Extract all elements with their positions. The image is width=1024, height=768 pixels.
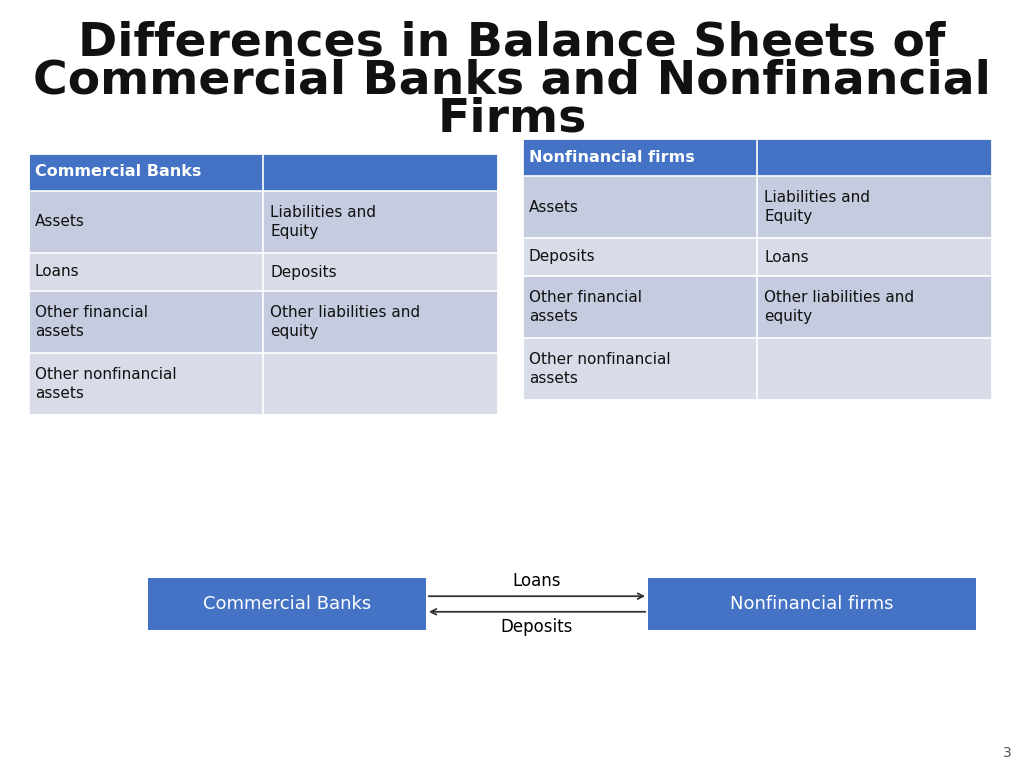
Bar xyxy=(28,191,263,253)
Text: Deposits: Deposits xyxy=(529,250,596,264)
Text: Loans: Loans xyxy=(764,250,809,264)
Text: Deposits: Deposits xyxy=(270,264,337,280)
Bar xyxy=(522,138,757,176)
Text: Other liabilities and
equity: Other liabilities and equity xyxy=(764,290,914,324)
Text: Assets: Assets xyxy=(35,214,85,230)
Bar xyxy=(522,176,757,238)
Text: Other financial
assets: Other financial assets xyxy=(35,305,148,339)
Bar xyxy=(522,238,757,276)
Bar xyxy=(263,191,498,253)
Bar xyxy=(522,138,992,400)
Text: Differences in Balance Sheets of: Differences in Balance Sheets of xyxy=(78,20,946,65)
Bar xyxy=(757,238,992,276)
Bar xyxy=(757,338,992,400)
Bar xyxy=(757,138,992,176)
Text: Other nonfinancial
assets: Other nonfinancial assets xyxy=(35,367,176,401)
Text: Other nonfinancial
assets: Other nonfinancial assets xyxy=(529,353,671,386)
Bar xyxy=(263,153,498,191)
Text: 3: 3 xyxy=(1004,746,1012,760)
Text: Commercial Banks: Commercial Banks xyxy=(35,164,202,180)
Text: Nonfinancial firms: Nonfinancial firms xyxy=(529,150,694,164)
Bar xyxy=(28,153,263,191)
Text: Nonfinancial firms: Nonfinancial firms xyxy=(730,595,894,613)
Text: Deposits: Deposits xyxy=(501,617,573,636)
Bar xyxy=(148,578,426,630)
Bar xyxy=(28,353,263,415)
Text: Loans: Loans xyxy=(35,264,80,280)
Text: Commercial Banks and Nonfinancial: Commercial Banks and Nonfinancial xyxy=(33,58,991,103)
Text: Other financial
assets: Other financial assets xyxy=(529,290,642,324)
Text: Assets: Assets xyxy=(529,200,579,214)
Bar xyxy=(757,176,992,238)
Bar xyxy=(263,291,498,353)
Bar xyxy=(757,276,992,338)
Text: Loans: Loans xyxy=(513,572,561,590)
Text: Liabilities and
Equity: Liabilities and Equity xyxy=(764,190,870,223)
Bar xyxy=(522,276,757,338)
Bar xyxy=(28,153,498,415)
Bar xyxy=(263,353,498,415)
Bar xyxy=(522,338,757,400)
Text: Firms: Firms xyxy=(437,96,587,141)
Bar xyxy=(648,578,976,630)
Bar xyxy=(263,253,498,291)
Text: Commercial Banks: Commercial Banks xyxy=(203,595,371,613)
Text: Liabilities and
Equity: Liabilities and Equity xyxy=(270,205,376,239)
Text: Other liabilities and
equity: Other liabilities and equity xyxy=(270,305,420,339)
Bar xyxy=(28,253,263,291)
Bar xyxy=(28,291,263,353)
